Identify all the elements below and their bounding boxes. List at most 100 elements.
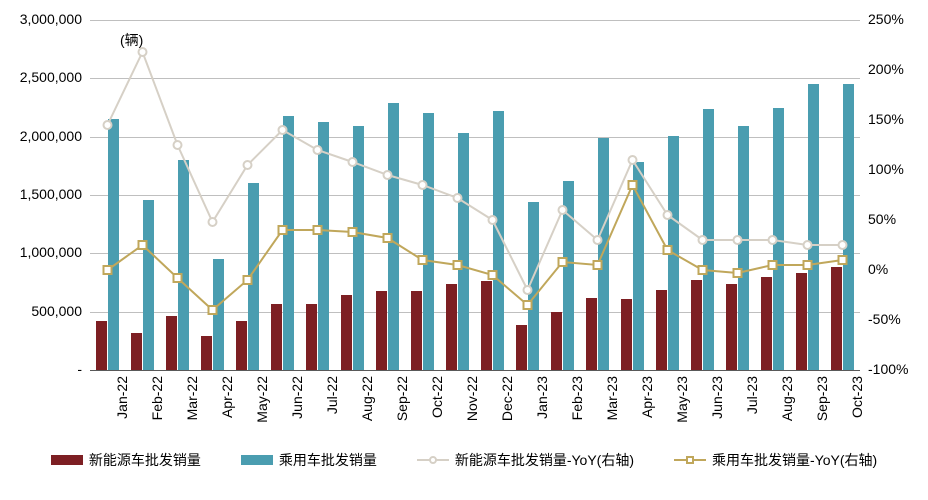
marker-nev_yoy	[489, 216, 497, 224]
marker-pv_yoy	[594, 261, 602, 269]
x-tick: Mar-22	[184, 376, 200, 420]
legend-swatch	[51, 455, 83, 465]
marker-pv_yoy	[804, 261, 812, 269]
x-tick: Jul-23	[744, 376, 760, 414]
marker-pv_yoy	[559, 258, 567, 266]
x-tick: Jan-22	[114, 376, 130, 419]
x-tick: Jan-23	[534, 376, 550, 419]
line-overlay	[90, 20, 860, 370]
x-tick: Feb-23	[569, 376, 585, 420]
y-left-tick: 500,000	[0, 303, 82, 319]
marker-nev_yoy	[279, 126, 287, 134]
x-tick: Aug-22	[359, 376, 375, 421]
marker-nev_yoy	[839, 241, 847, 249]
marker-nev_yoy	[384, 171, 392, 179]
y-left-tick: 2,000,000	[0, 128, 82, 144]
legend-label: 乘用车批发销量	[279, 450, 377, 470]
legend: 新能源车批发销量 乘用车批发销量 新能源车批发销量-YoY(右轴) 乘用车批发销量-Y…	[0, 450, 928, 470]
marker-nev_yoy	[419, 181, 427, 189]
legend-label: 新能源车批发销量	[89, 450, 201, 470]
y-right-tick: -50%	[868, 311, 901, 327]
x-tick: Aug-23	[779, 376, 795, 421]
legend-item: 新能源车批发销量	[51, 450, 201, 470]
x-tick: May-22	[254, 376, 270, 423]
gridline	[90, 370, 860, 371]
marker-pv_yoy	[139, 241, 147, 249]
marker-pv_yoy	[174, 274, 182, 282]
x-tick: May-23	[674, 376, 690, 423]
x-tick: Oct-23	[849, 376, 865, 418]
marker-nev_yoy	[699, 236, 707, 244]
y-right-tick: 100%	[868, 161, 904, 177]
x-tick: Jun-22	[289, 376, 305, 419]
x-tick: Sep-22	[394, 376, 410, 421]
marker-nev_yoy	[594, 236, 602, 244]
marker-nev_yoy	[244, 161, 252, 169]
marker-pv_yoy	[244, 276, 252, 284]
legend-swatch	[417, 453, 449, 467]
marker-pv_yoy	[489, 271, 497, 279]
marker-nev_yoy	[314, 146, 322, 154]
y-left-tick: 1,000,000	[0, 244, 82, 260]
line-nev_yoy	[108, 52, 843, 290]
marker-pv_yoy	[699, 266, 707, 274]
marker-nev_yoy	[734, 236, 742, 244]
marker-pv_yoy	[384, 234, 392, 242]
marker-pv_yoy	[349, 228, 357, 236]
marker-nev_yoy	[664, 211, 672, 219]
x-tick: Dec-22	[499, 376, 515, 421]
y-right-tick: 150%	[868, 111, 904, 127]
marker-nev_yoy	[454, 194, 462, 202]
y-right-tick: 200%	[868, 61, 904, 77]
marker-nev_yoy	[349, 158, 357, 166]
marker-pv_yoy	[454, 261, 462, 269]
marker-pv_yoy	[279, 226, 287, 234]
line-pv_yoy	[108, 185, 843, 310]
wholesale-sales-chart: (辆) 新能源车批发销量 乘用车批发销量 新能源车批发销量-YoY(右轴) 乘用车批发…	[0, 0, 928, 500]
marker-nev_yoy	[559, 206, 567, 214]
x-tick: Oct-22	[429, 376, 445, 418]
y-right-tick: 250%	[868, 11, 904, 27]
legend-swatch	[241, 455, 273, 465]
legend-item: 新能源车批发销量-YoY(右轴)	[417, 450, 634, 470]
legend-swatch	[674, 453, 706, 467]
y-left-tick: 3,000,000	[0, 11, 82, 27]
y-right-tick: 0%	[868, 261, 888, 277]
marker-nev_yoy	[209, 218, 217, 226]
plot-area	[90, 20, 860, 370]
legend-item: 乘用车批发销量	[241, 450, 377, 470]
y-left-tick: 1,500,000	[0, 186, 82, 202]
marker-pv_yoy	[209, 306, 217, 314]
marker-pv_yoy	[839, 256, 847, 264]
marker-pv_yoy	[314, 226, 322, 234]
x-tick: Mar-23	[604, 376, 620, 420]
marker-nev_yoy	[174, 141, 182, 149]
marker-nev_yoy	[524, 286, 532, 294]
x-tick: Feb-22	[149, 376, 165, 420]
y-right-tick: -100%	[868, 361, 908, 377]
y-left-tick: 2,500,000	[0, 69, 82, 85]
x-tick: Jul-22	[324, 376, 340, 414]
marker-pv_yoy	[629, 181, 637, 189]
legend-label: 新能源车批发销量-YoY(右轴)	[455, 450, 634, 470]
x-tick: Sep-23	[814, 376, 830, 421]
marker-pv_yoy	[734, 269, 742, 277]
marker-nev_yoy	[804, 241, 812, 249]
marker-nev_yoy	[629, 156, 637, 164]
unit-label: (辆)	[120, 30, 143, 50]
marker-pv_yoy	[769, 261, 777, 269]
x-tick: Nov-22	[464, 376, 480, 421]
marker-nev_yoy	[104, 121, 112, 129]
marker-pv_yoy	[664, 246, 672, 254]
y-left-tick: -	[0, 361, 82, 377]
x-tick: Apr-22	[219, 376, 235, 418]
marker-nev_yoy	[769, 236, 777, 244]
legend-item: 乘用车批发销量-YoY(右轴)	[674, 450, 877, 470]
x-tick: Apr-23	[639, 376, 655, 418]
legend-label: 乘用车批发销量-YoY(右轴)	[712, 450, 877, 470]
marker-pv_yoy	[419, 256, 427, 264]
marker-pv_yoy	[104, 266, 112, 274]
x-tick: Jun-23	[709, 376, 725, 419]
marker-pv_yoy	[524, 301, 532, 309]
y-right-tick: 50%	[868, 211, 896, 227]
